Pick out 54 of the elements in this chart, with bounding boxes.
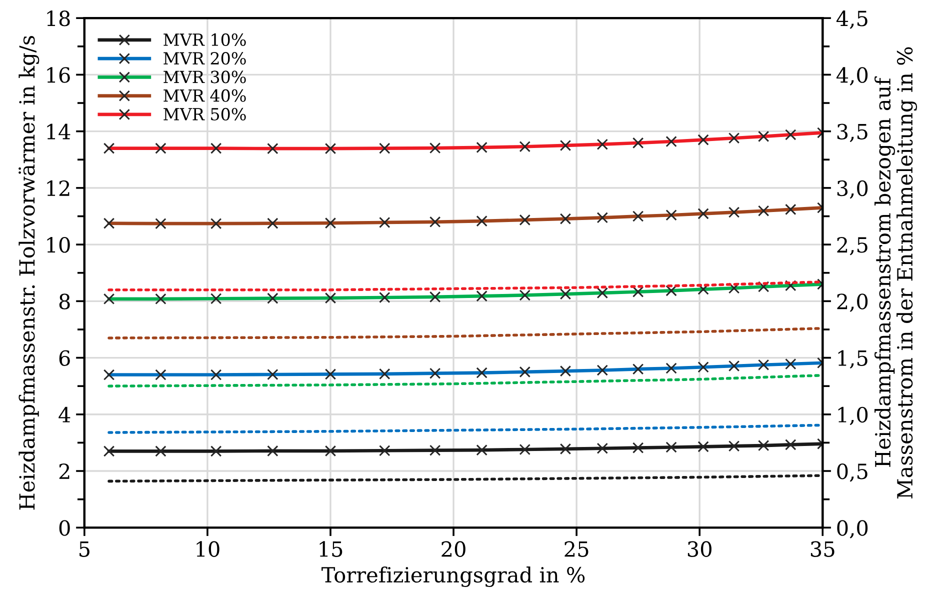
y2-tick-label: 1,0 — [838, 406, 868, 426]
y2-tick-label: 4,0 — [836, 67, 868, 86]
line-series — [108, 424, 823, 434]
y-tick-label: 10 — [47, 237, 70, 253]
point — [785, 439, 796, 450]
point — [324, 445, 336, 457]
point — [210, 446, 222, 457]
point — [632, 442, 644, 454]
x-tick-label: 5 — [80, 541, 90, 557]
point — [267, 445, 278, 457]
point — [476, 444, 488, 456]
legend-label: MVR 50% — [164, 108, 246, 121]
y2-tick-label: 0,0 — [837, 520, 868, 538]
point — [758, 440, 770, 452]
y2-tick-label: 1,5 — [838, 350, 868, 369]
x-tick-label: 25 — [564, 541, 588, 557]
x-tick-label: 15 — [320, 541, 342, 557]
y-tick-label: 4 — [58, 406, 70, 422]
y-tick-label: 16 — [47, 67, 70, 83]
point — [560, 443, 572, 455]
y-tick-label: 0 — [59, 520, 70, 536]
point — [519, 444, 531, 456]
point — [429, 444, 441, 456]
y-tick-label: 2 — [59, 463, 70, 479]
x-tick-label: 20 — [442, 541, 466, 557]
point — [698, 441, 709, 452]
y2-tick-label: 3,5 — [837, 124, 868, 142]
y-axis-title: Heizdampfmassenstr. Holzvorwärmer in kg/s — [18, 36, 40, 510]
legend-label: MVR 20% — [164, 52, 246, 65]
legend-label: MVR 10% — [164, 33, 246, 46]
point — [728, 440, 740, 452]
point — [103, 446, 115, 457]
y2-tick-label: 3,0 — [837, 180, 868, 199]
point — [378, 445, 390, 456]
x-tick-label: 35 — [810, 541, 834, 557]
legend-label: MVR 30% — [164, 70, 246, 84]
x-tick-label: 30 — [688, 541, 712, 557]
line-series — [108, 280, 823, 292]
point — [666, 442, 677, 453]
y-tick-label: 8 — [59, 294, 70, 310]
y2-tick-label: 2,5 — [837, 237, 868, 256]
y-tick-label: 12 — [47, 180, 70, 196]
y-tick-label: 6 — [59, 350, 70, 366]
y2-tick-label: 4,5 — [836, 10, 868, 29]
x-tick-label: 10 — [196, 541, 220, 557]
y2-tick-label: 2,0 — [837, 294, 868, 312]
point — [155, 446, 166, 457]
y-tick-label: 14 — [47, 124, 70, 140]
y2-tick-label: 0,5 — [837, 463, 868, 482]
x-axis-title: Torrefizierungsgrad in % — [322, 566, 585, 587]
legend-label: MVR 40% — [164, 89, 246, 102]
point — [596, 442, 608, 454]
y-tick-label: 18 — [47, 10, 70, 26]
y2-axis-title: Heizdampfmassenstrom bezogen auf Massenstrom in der Entnahmeleitung in % — [874, 47, 918, 499]
